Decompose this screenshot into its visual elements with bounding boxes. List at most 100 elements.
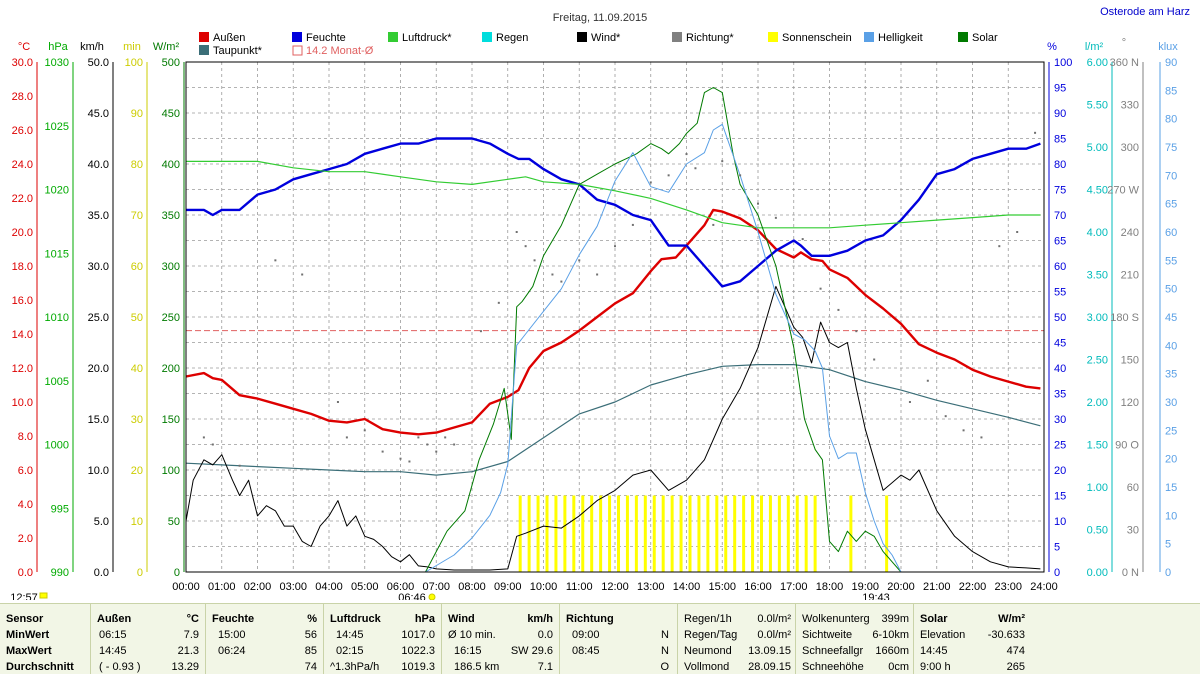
axis-tick-rain_lm2: 6.00 <box>1087 57 1108 69</box>
direction-point <box>364 429 366 431</box>
x-tick-label: 20:00 <box>887 581 915 593</box>
sunshine-bar <box>706 496 709 573</box>
axis-tick-humidity_pct: 55 <box>1054 287 1066 299</box>
axis-tick-light_klux: 35 <box>1165 369 1177 381</box>
axis-tick-temp_c: 24.0 <box>12 159 33 171</box>
sunshine-bar <box>528 496 531 573</box>
x-tick-label: 12:00 <box>601 581 629 593</box>
axis-tick-temp_c: 4.0 <box>18 499 33 511</box>
axis-unit-wind: km/h <box>80 41 104 53</box>
axis-tick-temp_c: 2.0 <box>18 533 33 545</box>
axis-tick-solar_wm2: 450 <box>162 108 180 120</box>
direction-point <box>596 274 598 276</box>
axis-tick-rain_lm2: 0.50 <box>1087 525 1108 537</box>
sunshine-bar <box>590 496 593 573</box>
x-tick-label: 21:00 <box>923 581 951 593</box>
axis-tick-temp_c: 18.0 <box>12 261 33 273</box>
axis-tick-humidity_pct: 80 <box>1054 159 1066 171</box>
sunshine-bar <box>769 496 772 573</box>
x-tick-label: 15:00 <box>708 581 736 593</box>
axis-tick-humidity_pct: 10 <box>1054 516 1066 528</box>
sunshine-bar <box>537 496 540 573</box>
direction-point <box>498 302 500 304</box>
sunshine-bar <box>796 496 799 573</box>
direction-point <box>739 174 741 176</box>
sunshine-bar <box>671 496 674 573</box>
sunshine-bar <box>885 496 888 573</box>
axis-tick-pressure_hpa: 1020 <box>45 185 69 197</box>
axis-tick-light_klux: 75 <box>1165 142 1177 154</box>
axis-tick-wind_kmh: 35.0 <box>88 210 109 222</box>
axis-tick-direction_deg: 120 <box>1121 397 1139 409</box>
sunshine-bar <box>572 496 575 573</box>
sunshine-bar <box>581 496 584 573</box>
axis-tick-wind_kmh: 40.0 <box>88 159 109 171</box>
axis-tick-direction_deg: 210 <box>1121 270 1139 282</box>
axis-tick-sun_min: 100 <box>125 57 143 69</box>
axis-tick-temp_c: 8.0 <box>18 431 33 443</box>
axis-tick-direction_deg: 30 <box>1127 525 1139 537</box>
axis-tick-humidity_pct: 90 <box>1054 108 1066 120</box>
footer-luftdruck-col: Luftdruck hPa 14:45 1017.0 02:15 1022.3 ^1.… <box>324 604 442 674</box>
direction-point <box>578 259 580 261</box>
footer-sensor-col: Sensor MinWert MaxWert Durchschnitt <box>0 604 91 674</box>
axis-tick-wind_kmh: 15.0 <box>88 414 109 426</box>
sunshine-bar <box>644 496 647 573</box>
direction-point <box>802 238 804 240</box>
legend-item-monat: 14.2 Monat-Ø <box>293 45 374 57</box>
direction-point <box>820 288 822 290</box>
axis-tick-light_klux: 70 <box>1165 170 1177 182</box>
axis-tick-humidity_pct: 70 <box>1054 210 1066 222</box>
x-tick-label: 22:00 <box>959 581 987 593</box>
x-tick-label: 11:00 <box>566 581 593 593</box>
direction-point <box>534 259 536 261</box>
sunshine-bar <box>787 496 790 573</box>
axis-tick-rain_lm2: 5.50 <box>1087 100 1108 112</box>
axis-tick-rain_lm2: 4.50 <box>1087 185 1108 197</box>
x-tick-label: 24:00 <box>1030 581 1058 593</box>
sunshine-bar <box>760 496 763 573</box>
axis-tick-humidity_pct: 65 <box>1054 236 1066 248</box>
direction-point <box>301 274 303 276</box>
direction-point <box>712 224 714 226</box>
axis-tick-temp_c: 0.0 <box>18 567 33 579</box>
direction-point <box>837 309 839 311</box>
direction-point <box>453 444 455 446</box>
axis-tick-light_klux: 15 <box>1165 482 1177 494</box>
sunshine-bar <box>546 496 549 573</box>
x-tick-label: 00:00 <box>172 581 200 593</box>
sunshine-bar <box>697 496 700 573</box>
weather-chart: 0.0 2.0 4.0 6.0 8.0 10.0 12.0 14.0 16.0 18.0 20.0 2… <box>0 0 1200 600</box>
axis-tick-sun_min: 30 <box>131 414 143 426</box>
axis-tick-direction_deg: 60 <box>1127 482 1139 494</box>
axis-tick-direction_deg: 90 O <box>1115 440 1139 452</box>
axis-tick-solar_wm2: 50 <box>168 516 180 528</box>
direction-point <box>516 231 518 233</box>
axis-tick-sun_min: 90 <box>131 108 143 120</box>
svg-text:06:46: 06:46 <box>398 592 426 600</box>
axis-tick-direction_deg: 270 W <box>1107 185 1139 197</box>
footer-wind-col: Wind km/h Ø 10 min. 0.0 16:15 SW 29.6 186.5… <box>442 604 560 674</box>
axis-tick-light_klux: 55 <box>1165 255 1177 267</box>
axis-tick-temp_c: 26.0 <box>12 125 33 137</box>
axis-tick-rain_lm2: 1.50 <box>1087 440 1108 452</box>
direction-point <box>560 281 562 283</box>
sunshine-bar <box>742 496 745 573</box>
axis-tick-temp_c: 16.0 <box>12 295 33 307</box>
direction-point <box>998 245 1000 247</box>
sunshine-bar <box>635 496 638 573</box>
axis-unit-rain: l/m² <box>1085 41 1104 53</box>
axis-tick-solar_wm2: 200 <box>162 363 180 375</box>
svg-text:Taupunkt*: Taupunkt* <box>213 45 263 57</box>
direction-point <box>274 259 276 261</box>
svg-text:Helligkeit: Helligkeit <box>878 32 923 44</box>
axis-tick-pressure_hpa: 1025 <box>45 121 69 133</box>
axis-tick-humidity_pct: 45 <box>1054 338 1066 350</box>
axis-tick-light_klux: 60 <box>1165 227 1177 239</box>
direction-point <box>435 451 437 453</box>
axis-unit-humidity: % <box>1047 41 1057 53</box>
axis-tick-direction_deg: 360 N <box>1110 57 1139 69</box>
axis-tick-rain_lm2: 2.00 <box>1087 397 1108 409</box>
direction-point <box>444 436 446 438</box>
sunshine-bar <box>733 496 736 573</box>
